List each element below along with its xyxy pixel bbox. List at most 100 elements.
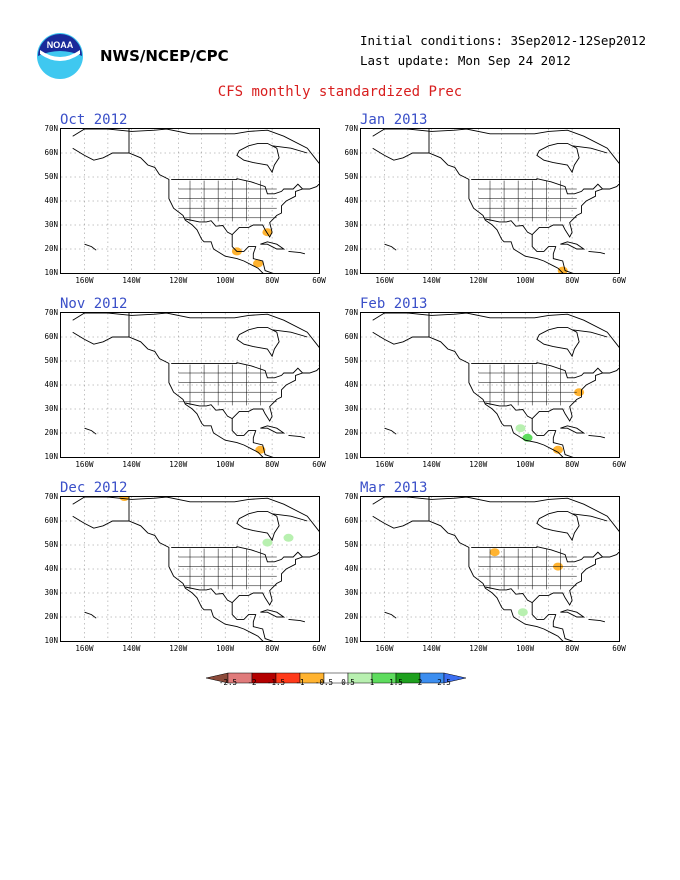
lat-tick-label: 10N: [344, 452, 358, 461]
lon-tick-label: 100W: [216, 460, 235, 469]
lon-tick-label: 140W: [422, 276, 441, 285]
coastline: [231, 183, 319, 273]
lon-tick-label: 160W: [375, 460, 394, 469]
coastline: [572, 513, 608, 522]
lat-tick-label: 60N: [344, 148, 358, 157]
noaa-logo: NOAA: [37, 33, 83, 79]
lat-tick-label: 30N: [344, 404, 358, 413]
lat-tick-label: 60N: [44, 332, 58, 341]
map-panel: 70N 60N 50N 40N 30N 20N 10N 160W 140W 120W 100W 80W…: [344, 308, 625, 469]
map-panel: 70N 60N 50N 40N 30N 20N 10N 160W 140W 120W 100W 80W…: [44, 492, 325, 653]
coastline: [84, 243, 97, 251]
coastline: [572, 329, 608, 338]
lon-tick-label: 140W: [422, 460, 441, 469]
coastline: [560, 425, 586, 434]
coastline: [72, 313, 319, 366]
lat-tick-label: 10N: [44, 636, 58, 645]
lon-tick-label: 160W: [375, 276, 394, 285]
panel-title: Dec 2012: [60, 480, 128, 496]
anomaly-patch: [557, 266, 568, 273]
lat-tick-label: 20N: [344, 612, 358, 621]
coastline: [384, 243, 397, 251]
anomaly-patch: [283, 533, 294, 542]
coastline: [588, 434, 606, 439]
lon-tick-label: 120W: [169, 276, 188, 285]
lon-tick-label: 80W: [265, 460, 279, 469]
coastline: [560, 609, 586, 618]
lat-tick-label: 60N: [44, 516, 58, 525]
lat-tick-label: 20N: [44, 428, 58, 437]
colorbar-label: 2.5: [437, 678, 451, 687]
lat-tick-label: 70N: [344, 308, 358, 317]
last-update: Last update: Mon Sep 24 2012: [360, 53, 571, 68]
coastline: [72, 497, 319, 550]
coastline: [260, 609, 286, 618]
panel-title: Nov 2012: [60, 296, 128, 312]
lat-tick-label: 40N: [344, 380, 358, 389]
colorbar-swatch: [443, 672, 467, 684]
lat-tick-label: 10N: [344, 636, 358, 645]
lat-tick-label: 30N: [44, 220, 58, 229]
coastline: [260, 425, 286, 434]
anomaly-patch: [553, 445, 564, 454]
coastline: [272, 513, 308, 522]
lat-tick-label: 10N: [344, 268, 358, 277]
lat-tick-label: 20N: [344, 244, 358, 253]
coastline: [531, 367, 619, 457]
coastline: [384, 427, 397, 435]
anomaly-patch: [253, 259, 264, 268]
lon-tick-label: 120W: [469, 460, 488, 469]
lon-tick-label: 120W: [169, 644, 188, 653]
coastline: [471, 362, 603, 379]
initial-conditions: Initial conditions: 3Sep2012-12Sep2012: [360, 33, 646, 48]
lon-tick-label: 160W: [75, 276, 94, 285]
coastline: [531, 183, 619, 273]
lon-tick-label: 80W: [265, 276, 279, 285]
lon-tick-label: 160W: [75, 460, 94, 469]
lat-tick-label: 10N: [44, 268, 58, 277]
lat-tick-label: 50N: [44, 172, 58, 181]
coastline: [536, 510, 580, 542]
colorbar-label: 1: [369, 678, 375, 687]
lat-tick-label: 10N: [44, 452, 58, 461]
lat-tick-label: 60N: [344, 332, 358, 341]
coastline: [260, 241, 286, 250]
lon-tick-label: 60W: [312, 460, 326, 469]
logo-text: NOAA: [47, 40, 74, 50]
lon-tick-label: 100W: [216, 644, 235, 653]
lat-tick-label: 50N: [344, 540, 358, 549]
lat-tick-label: 50N: [44, 356, 58, 365]
panel-title: Jan 2013: [360, 112, 428, 128]
lon-tick-label: 100W: [516, 276, 535, 285]
lon-tick-label: 80W: [565, 644, 579, 653]
lon-tick-label: 120W: [469, 276, 488, 285]
lon-tick-label: 80W: [565, 276, 579, 285]
lat-tick-label: 30N: [44, 404, 58, 413]
lat-tick-label: 40N: [44, 380, 58, 389]
colorbar-label: -1: [295, 678, 305, 687]
lon-tick-label: 60W: [612, 460, 626, 469]
anomaly-patch: [489, 548, 500, 557]
lon-tick-label: 100W: [516, 644, 535, 653]
coastline: [485, 402, 533, 420]
coastline: [84, 611, 97, 619]
lon-tick-label: 140W: [422, 644, 441, 653]
coastline: [471, 546, 603, 563]
coastline: [272, 329, 308, 338]
colorbar-label: -1.5: [266, 678, 286, 687]
lon-tick-label: 160W: [75, 644, 94, 653]
colorbar-label: 1.5: [389, 678, 403, 687]
coastline: [84, 427, 97, 435]
anomaly-patch: [517, 608, 528, 617]
coastline: [384, 611, 397, 619]
coastline: [288, 618, 306, 623]
lat-tick-label: 50N: [344, 172, 358, 181]
lat-tick-label: 30N: [344, 220, 358, 229]
coastline: [536, 326, 580, 358]
lat-tick-label: 70N: [44, 308, 58, 317]
coastline: [185, 218, 233, 236]
lon-tick-label: 60W: [612, 644, 626, 653]
coastline: [171, 362, 303, 379]
coastline: [588, 618, 606, 623]
coastline: [231, 367, 319, 457]
